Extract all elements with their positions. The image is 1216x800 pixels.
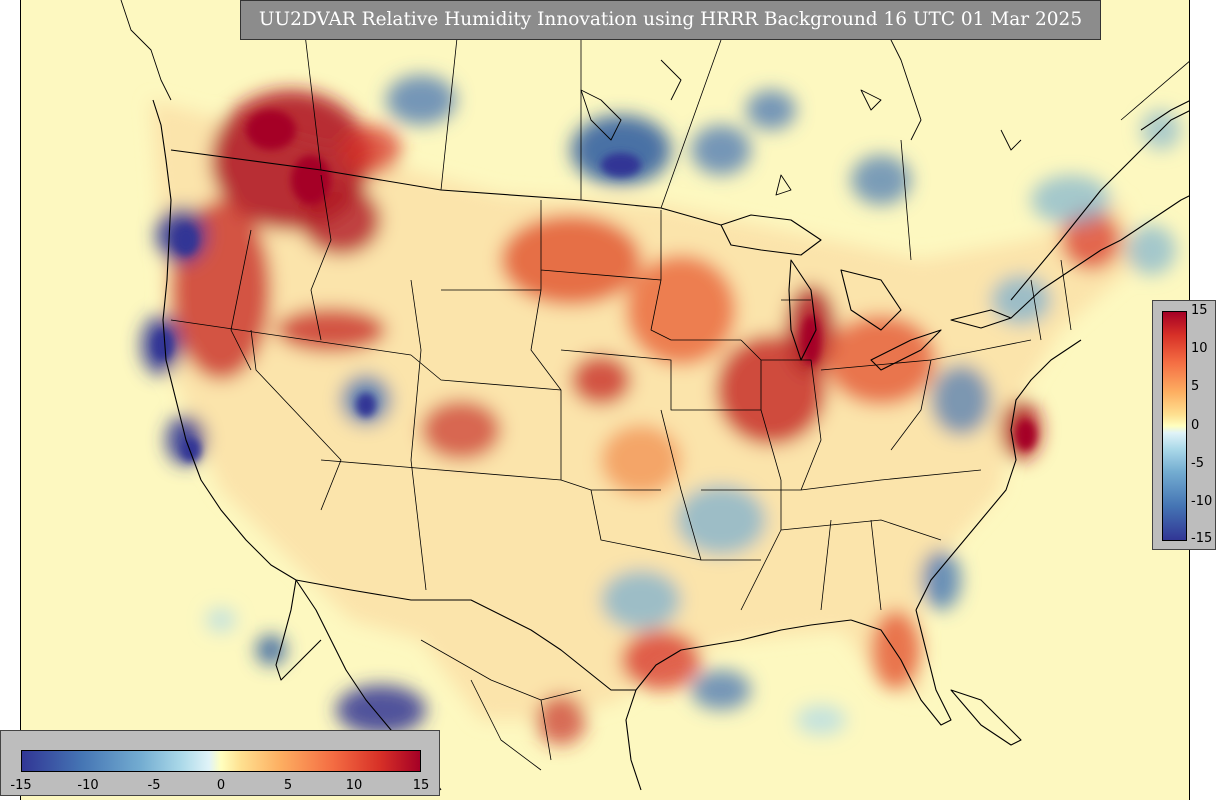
vcb-tick: 5 [1191, 379, 1200, 394]
florida [850, 609, 952, 726]
vcb-tick: -10 [1191, 494, 1213, 509]
us-canada-border [170, 149, 722, 226]
hcb-tick: -10 [77, 778, 99, 793]
newfoundland-coast [1140, 100, 1189, 131]
us-mexico-border [295, 579, 636, 691]
vcb-tick: -15 [1191, 531, 1213, 546]
hcb-tick: 0 [216, 778, 226, 793]
vertical-colorbar-gradient [1162, 311, 1187, 541]
lake-huron [840, 269, 902, 331]
vcb-tick: -5 [1191, 456, 1204, 471]
nova-scotia [1120, 195, 1189, 241]
vcb-tick: 15 [1191, 303, 1208, 318]
hcb-tick: 15 [412, 778, 430, 793]
cuba-coast [950, 689, 1022, 746]
lake-erie [870, 329, 942, 371]
hcb-tick: -5 [147, 778, 161, 793]
baja-peninsula [275, 579, 322, 681]
mexico-state-lines [420, 639, 582, 771]
horizontal-colorbar-gradient [21, 750, 421, 772]
vertical-colorbar: 15 10 5 0 -5 -10 -15 [1152, 300, 1216, 550]
map-frame [20, 0, 1190, 800]
state-lines [170, 174, 1072, 611]
horizontal-colorbar: -15 -10 -5 0 5 10 15 [0, 730, 440, 796]
northern-lakes [120, 0, 1022, 196]
humidity-innovation-map [21, 0, 1189, 800]
vcb-tick: 10 [1191, 341, 1208, 356]
us-east-coastline [915, 339, 1082, 611]
lake-superior [720, 214, 822, 256]
st-lawrence [1010, 110, 1189, 301]
hcb-tick: 5 [283, 778, 293, 793]
hcb-tick: 10 [345, 778, 363, 793]
us-west-coastline [152, 99, 297, 581]
gulf-coastline [625, 619, 852, 791]
map-title: UU2DVAR Relative Humidity Innovation usi… [240, 0, 1101, 40]
hcb-tick: -15 [10, 778, 32, 793]
province-lines [300, 0, 1189, 261]
map-boundaries [120, 0, 1189, 791]
vcb-tick: 0 [1191, 418, 1200, 433]
canada-east-border [1010, 239, 1122, 319]
